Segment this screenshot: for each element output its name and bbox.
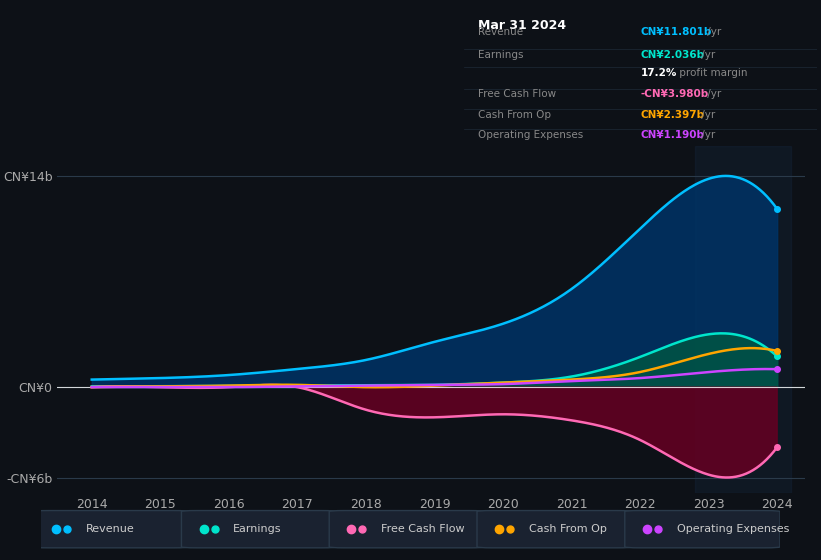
Text: /yr: /yr bbox=[704, 90, 721, 100]
Text: /yr: /yr bbox=[698, 130, 715, 140]
Text: profit margin: profit margin bbox=[676, 68, 747, 78]
Text: Free Cash Flow: Free Cash Flow bbox=[478, 90, 556, 100]
Text: Free Cash Flow: Free Cash Flow bbox=[381, 524, 465, 534]
Text: /yr: /yr bbox=[704, 27, 721, 37]
Text: Revenue: Revenue bbox=[478, 27, 523, 37]
FancyBboxPatch shape bbox=[477, 511, 632, 548]
Text: Earnings: Earnings bbox=[233, 524, 282, 534]
Text: Mar 31 2024: Mar 31 2024 bbox=[478, 18, 566, 32]
Text: Cash From Op: Cash From Op bbox=[478, 110, 551, 120]
Text: Earnings: Earnings bbox=[478, 50, 524, 60]
Text: CN¥1.190b: CN¥1.190b bbox=[640, 130, 704, 140]
FancyBboxPatch shape bbox=[625, 511, 780, 548]
Text: Operating Expenses: Operating Expenses bbox=[478, 130, 583, 140]
Text: Cash From Op: Cash From Op bbox=[529, 524, 607, 534]
Text: -CN¥3.980b: -CN¥3.980b bbox=[640, 90, 709, 100]
Text: Operating Expenses: Operating Expenses bbox=[677, 524, 789, 534]
Bar bbox=[695, 146, 791, 493]
FancyBboxPatch shape bbox=[34, 511, 189, 548]
Text: 17.2%: 17.2% bbox=[640, 68, 677, 78]
Text: CN¥11.801b: CN¥11.801b bbox=[640, 27, 712, 37]
Text: CN¥2.397b: CN¥2.397b bbox=[640, 110, 704, 120]
Text: /yr: /yr bbox=[698, 110, 715, 120]
FancyBboxPatch shape bbox=[181, 511, 337, 548]
Text: /yr: /yr bbox=[698, 50, 715, 60]
Text: CN¥2.036b: CN¥2.036b bbox=[640, 50, 704, 60]
Text: Revenue: Revenue bbox=[85, 524, 134, 534]
FancyBboxPatch shape bbox=[329, 511, 484, 548]
